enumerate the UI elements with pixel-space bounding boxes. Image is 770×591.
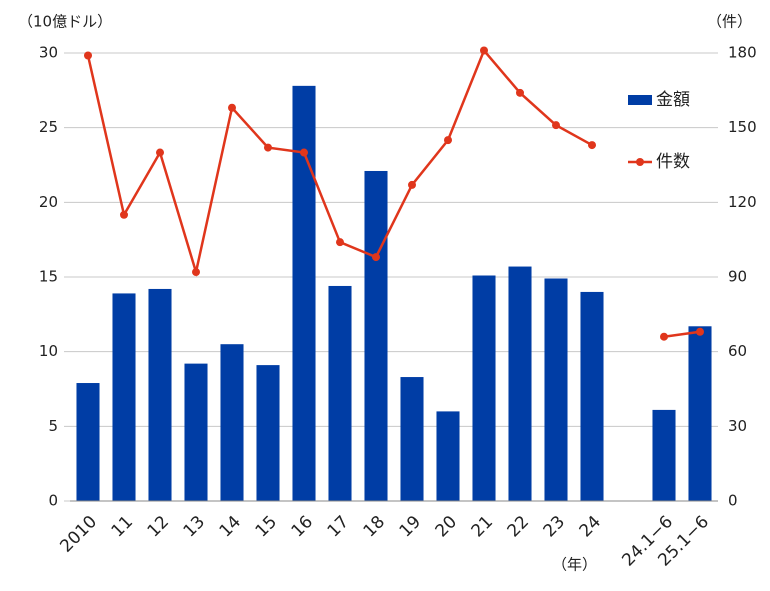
line-point <box>660 332 668 341</box>
y2-tick-label: 120 <box>728 193 757 211</box>
x-tick-label: 13 <box>180 512 209 541</box>
line-point <box>696 327 704 336</box>
line-point <box>120 210 128 219</box>
line-point <box>588 141 596 150</box>
bar <box>148 288 172 501</box>
y-tick-label: 25 <box>39 118 58 136</box>
y2-tick-label: 150 <box>728 118 757 136</box>
bar <box>256 365 280 501</box>
line-point <box>480 46 488 55</box>
line-point <box>264 143 272 152</box>
bar <box>184 363 208 501</box>
line-point <box>300 148 308 157</box>
x-tick-label: 18 <box>360 512 389 541</box>
line-point <box>156 148 164 157</box>
bar <box>652 409 676 501</box>
y2-tick-label: 0 <box>728 492 738 510</box>
bar <box>436 411 460 501</box>
bar <box>688 326 712 501</box>
line-point <box>444 136 452 145</box>
line-point <box>228 103 236 112</box>
x-axis-label: （年） <box>552 556 597 574</box>
legend-swatch <box>628 95 652 105</box>
y2-axis-label: （件） <box>707 13 752 31</box>
y-tick-label: 30 <box>39 44 58 62</box>
line-point <box>336 238 344 247</box>
legend-label: 件数 <box>656 152 690 172</box>
x-tick-label: 24 <box>576 512 605 541</box>
y-tick-label: 0 <box>48 492 58 510</box>
y-tick-label: 20 <box>39 193 58 211</box>
bar <box>112 293 136 501</box>
x-tick-label: 12 <box>144 512 173 541</box>
bar <box>328 285 352 501</box>
bar <box>472 275 496 501</box>
line-point <box>408 180 416 189</box>
legend-swatch <box>636 158 644 166</box>
x-tick-label: 2010 <box>56 512 101 557</box>
legend-label: 金額 <box>656 90 690 110</box>
line-point <box>372 253 380 262</box>
x-tick-label: 20 <box>432 512 461 541</box>
line-point <box>192 268 200 277</box>
x-tick-label: 15 <box>252 512 281 541</box>
bar <box>292 85 316 501</box>
bar <box>400 377 424 501</box>
x-tick-label: 14 <box>216 512 245 541</box>
y2-tick-label: 30 <box>728 417 747 435</box>
y2-tick-label: 90 <box>728 268 747 286</box>
x-tick-label: 11 <box>108 512 137 541</box>
bar <box>76 383 100 501</box>
y-tick-label: 15 <box>39 268 58 286</box>
x-tick-label: 17 <box>324 512 353 541</box>
y-axis-label: （10億ドル） <box>18 13 112 31</box>
bar <box>364 170 388 501</box>
bar <box>508 266 532 501</box>
y2-tick-label: 180 <box>728 44 757 62</box>
y2-tick-label: 60 <box>728 342 747 360</box>
x-tick-label: 22 <box>504 512 533 541</box>
y-tick-label: 10 <box>39 342 58 360</box>
bar <box>580 291 604 501</box>
line-point <box>516 88 524 97</box>
line-point <box>84 51 92 60</box>
x-tick-label: 16 <box>288 512 317 541</box>
x-tick-label: 19 <box>396 512 425 541</box>
line-point <box>552 121 560 130</box>
bar <box>220 344 244 501</box>
line <box>86 48 701 338</box>
bar <box>544 278 568 501</box>
x-tick-label: 23 <box>540 512 569 541</box>
x-tick-label: 21 <box>468 512 497 541</box>
y-tick-label: 5 <box>48 417 58 435</box>
